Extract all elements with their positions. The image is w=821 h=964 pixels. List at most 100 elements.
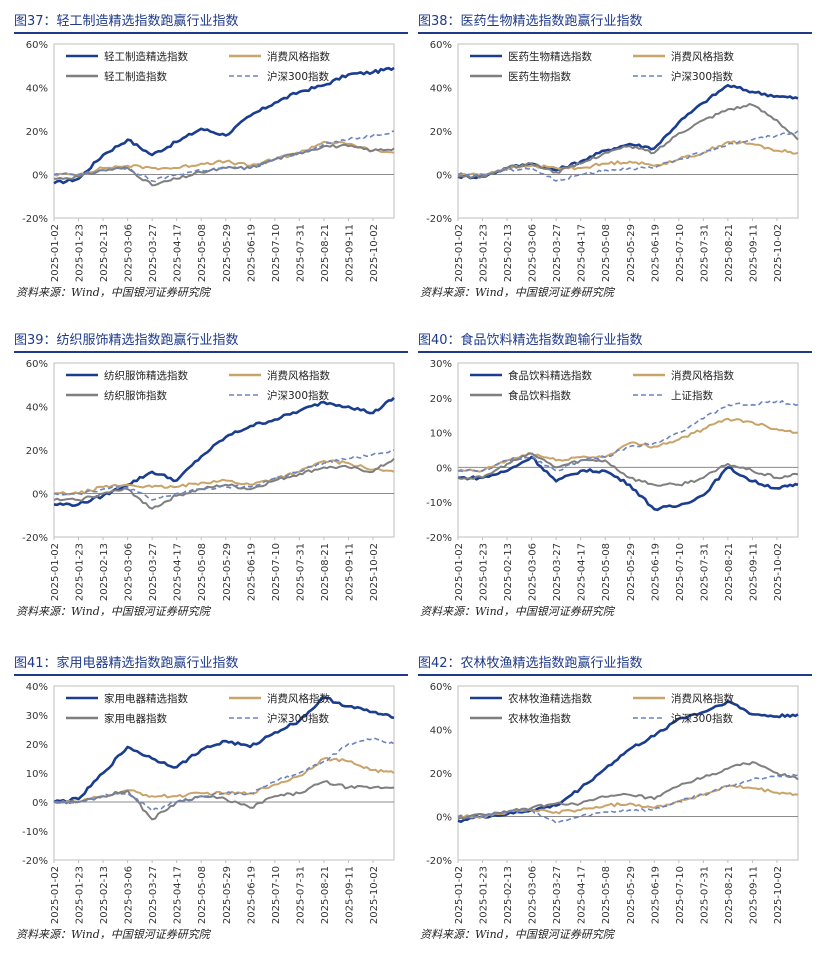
plot-frame (457, 362, 799, 538)
y-tick-label: 0% (32, 171, 48, 182)
y-tick-label: 0% (436, 813, 452, 824)
x-tick-label: 2025-03-06 (124, 224, 135, 282)
y-tick-label: 20% (430, 394, 452, 405)
x-tick-label: 2025-03-27 (552, 224, 563, 282)
chart-panel-41: 图41：家用电器精选指数跑赢行业指数 40% 30% 20% 10% 0% -10% -20… (14, 652, 408, 946)
line-chart: 60% 40% 20% 0% -20%2025-01-02 2025-01-23 2025-… (426, 682, 799, 924)
x-tick-label: 2025-07-10 (675, 543, 686, 601)
x-tick-label: 2025-01-02 (50, 866, 61, 924)
x-tick-label: 2025-02-13 (503, 224, 514, 282)
x-tick-label: 2025-02-13 (503, 866, 514, 924)
legend-label: 消费风格指数 (267, 369, 330, 382)
y-tick-label: 20% (430, 127, 452, 138)
source-note: 资料来源：Wind，中国银河证券研究院 (420, 928, 614, 941)
title-rule (418, 32, 812, 34)
x-tick-label: 2025-07-10 (271, 224, 282, 282)
y-tick-label: 60% (430, 682, 452, 693)
y-tick-label: 20% (430, 769, 452, 780)
y-tick-label: -20% (22, 533, 48, 544)
x-tick-label: 2025-07-31 (295, 866, 306, 924)
x-tick-label: 2025-01-02 (50, 543, 61, 601)
legend-label: 消费风格指数 (267, 692, 330, 705)
y-tick-label: 10% (430, 429, 452, 440)
legend-label: 轻工制造精选指数 (104, 50, 188, 63)
x-tick-label: 2025-02-13 (99, 866, 110, 924)
series-line-style (53, 459, 395, 496)
y-tick-label: 20% (26, 446, 48, 457)
legend-label: 消费风格指数 (671, 692, 734, 705)
x-tick-label: 2025-05-08 (601, 224, 612, 282)
x-tick-label: 2025-07-10 (675, 866, 686, 924)
x-tick-label: 2025-09-11 (748, 543, 759, 601)
x-tick-label: 2025-10-02 (369, 866, 380, 924)
chart-title: 图38：医药生物精选指数跑赢行业指数 (418, 14, 643, 29)
x-tick-label: 2025-07-31 (295, 224, 306, 282)
x-tick-label: 2025-08-21 (320, 543, 331, 601)
x-tick-label: 2025-04-17 (173, 543, 184, 601)
legend-label: 轻工制造指数 (104, 70, 167, 83)
legend-label: 沪深300指数 (671, 70, 734, 83)
x-tick-label: 2025-09-11 (748, 224, 759, 282)
x-tick-label: 2025-04-17 (577, 866, 588, 924)
series-line-index (53, 737, 395, 812)
x-tick-label: 2025-07-31 (699, 543, 710, 601)
x-tick-label: 2025-01-23 (479, 224, 490, 282)
x-tick-label: 2025-08-21 (724, 866, 735, 924)
x-tick-label: 2025-03-27 (552, 866, 563, 924)
y-tick-label: 0% (32, 490, 48, 501)
x-tick-label: 2025-08-21 (320, 866, 331, 924)
x-tick-label: 2025-04-17 (577, 543, 588, 601)
x-tick-label: 2025-04-17 (173, 224, 184, 282)
chart-title: 图39：纺织服饰精选指数跑赢行业指数 (14, 333, 239, 348)
x-tick-label: 2025-06-19 (246, 543, 257, 601)
x-tick-label: 2025-05-08 (601, 866, 612, 924)
series-line-index (53, 449, 395, 501)
x-tick-label: 2025-01-23 (75, 543, 86, 601)
x-tick-label: 2025-01-23 (479, 866, 490, 924)
x-tick-label: 2025-03-27 (148, 543, 159, 601)
x-tick-label: 2025-04-17 (577, 224, 588, 282)
legend-label: 上证指数 (671, 389, 713, 402)
y-tick-label: 40% (26, 682, 48, 693)
series-line-selected (53, 66, 395, 185)
y-tick-label: 60% (26, 359, 48, 370)
chart-panel-42: 图42：农林牧渔精选指数跑赢行业指数 60% 40% 20% 0% -20% 2025-0… (418, 652, 812, 946)
x-tick-label: 2025-06-19 (246, 224, 257, 282)
x-tick-label: 2025-02-13 (503, 543, 514, 601)
series-line-index (53, 130, 395, 183)
legend-label: 沪深300指数 (267, 389, 330, 402)
series-line-selected (457, 455, 799, 512)
y-tick-label: 40% (26, 84, 48, 95)
x-tick-label: 2025-10-02 (773, 224, 784, 282)
chart-panel-38: 图38：医药生物精选指数跑赢行业指数 60% 40% 20% 0% -20% 2025-0… (418, 10, 812, 304)
title-rule (418, 674, 812, 676)
y-tick-label: 30% (430, 359, 452, 370)
line-chart: 40% 30% 20% 10% 0% -10% -20%2025-01-02 2025-01-… (22, 682, 395, 924)
plot-frame (457, 685, 799, 861)
x-tick-label: 2025-05-29 (626, 866, 637, 924)
legend-label: 食品饮料指数 (508, 389, 571, 402)
series-line-industry (53, 780, 395, 821)
chart-title: 图41：家用电器精选指数跑赢行业指数 (14, 656, 239, 671)
legend-label: 食品饮料精选指数 (508, 369, 592, 382)
x-tick-label: 2025-09-11 (748, 866, 759, 924)
y-tick-label: 10% (26, 769, 48, 780)
x-tick-label: 2025-03-06 (124, 866, 135, 924)
x-tick-label: 2025-06-19 (246, 866, 257, 924)
x-tick-label: 2025-03-27 (148, 866, 159, 924)
y-tick-label: 20% (26, 127, 48, 138)
legend-label: 纺织服饰指数 (104, 389, 167, 402)
x-tick-label: 2025-05-08 (197, 866, 208, 924)
chart-title: 图37：轻工制造精选指数跑赢行业指数 (14, 14, 239, 29)
x-tick-label: 2025-07-10 (271, 543, 282, 601)
legend-label: 沪深300指数 (267, 712, 330, 725)
y-tick-label: -10% (22, 827, 48, 838)
y-tick-label: 20% (26, 740, 48, 751)
y-tick-label: 0% (32, 798, 48, 809)
y-tick-label: 40% (26, 403, 48, 414)
legend-label: 消费风格指数 (267, 50, 330, 63)
x-tick-label: 2025-05-29 (222, 866, 233, 924)
legend-label: 医药生物精选指数 (508, 50, 592, 63)
series-line-index (457, 773, 799, 824)
title-rule (418, 351, 812, 353)
